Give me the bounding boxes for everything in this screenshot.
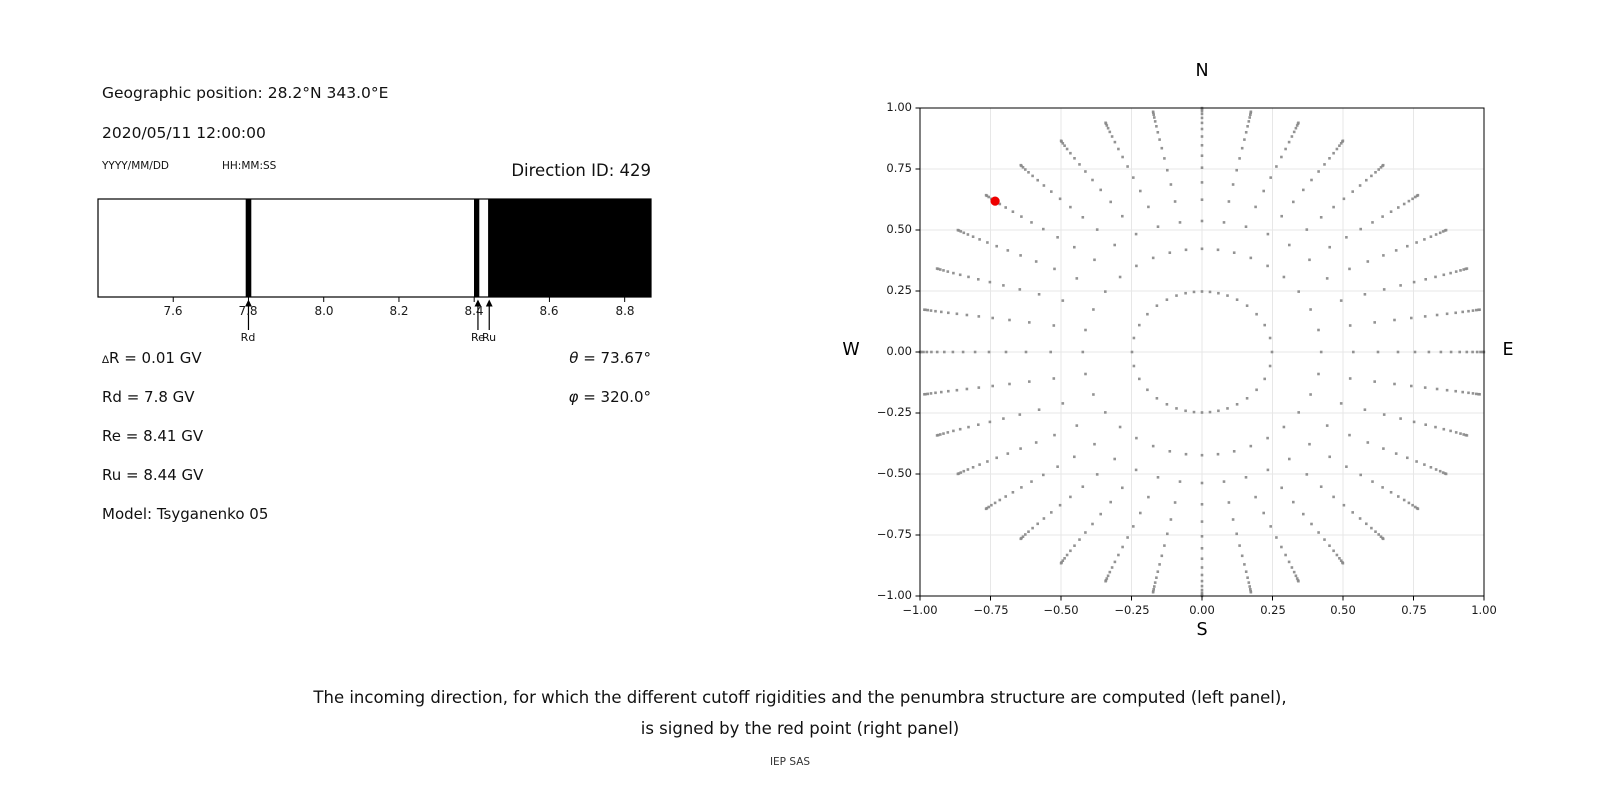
penumbra-x-tick-label: 8.4 xyxy=(464,304,484,318)
compass-west-label: W xyxy=(842,340,860,360)
cutoff-arrow-label-re: Re xyxy=(471,331,485,344)
cutoff-value-row: Rd = 7.8 GV xyxy=(102,388,195,406)
direction-x-tick-label: −1.00 xyxy=(902,603,938,617)
cutoff-arrow-label-ru: Ru xyxy=(481,331,497,344)
credit-label: IEP SAS xyxy=(769,756,811,768)
penumbra-x-tick-label: 7.8 xyxy=(238,304,258,318)
direction-y-tick-label: −0.25 xyxy=(876,405,912,419)
direction-x-tick-label: 0.00 xyxy=(1189,603,1215,617)
cutoff-value-row: Ru = 8.44 GV xyxy=(102,466,204,484)
direction-y-tick-label: 1.00 xyxy=(886,100,912,114)
datetime-label: 2020/05/11 12:00:00 xyxy=(102,124,266,142)
penumbra-frame xyxy=(97,198,652,298)
cutoff-arrow-label-rd: Rd xyxy=(240,331,256,344)
penumbra-x-tick-label: 8.6 xyxy=(539,304,559,318)
penumbra-x-tick-label: 8.2 xyxy=(389,304,409,318)
delta-symbol: ∆ xyxy=(102,354,110,366)
selected-direction-point xyxy=(990,196,1000,206)
direction-y-tick-label: 0.75 xyxy=(886,161,912,175)
direction-y-tick-label: −0.75 xyxy=(876,527,912,541)
direction-x-tick-label: −0.75 xyxy=(973,603,1009,617)
caption-line-1: The incoming direction, for which the di… xyxy=(313,688,1287,707)
direction-x-tick-label: 0.50 xyxy=(1330,603,1356,617)
direction-id-label: Direction ID: 429 xyxy=(511,161,651,180)
direction-y-tick-label: 0.00 xyxy=(886,344,912,358)
direction-plot xyxy=(915,106,1486,601)
direction-x-tick-label: −0.50 xyxy=(1043,603,1079,617)
direction-x-tick-label: 0.25 xyxy=(1260,603,1286,617)
compass-north-label: N xyxy=(1195,61,1209,81)
azimuth-angle-row: φ = 320.0° xyxy=(568,388,651,406)
compass-east-label: E xyxy=(1502,340,1514,360)
direction-grid xyxy=(919,107,1485,597)
direction-y-tick-label: 0.50 xyxy=(886,222,912,236)
direction-frame xyxy=(919,107,1485,597)
direction-y-tick-label: 0.25 xyxy=(886,283,912,297)
penumbra-x-tick-label: 8.0 xyxy=(314,304,334,318)
zenith-angle-row: θ = 73.67° xyxy=(569,349,651,367)
direction-x-tick-label: 0.75 xyxy=(1401,603,1427,617)
direction-y-tick-label: −0.50 xyxy=(876,466,912,480)
direction-x-tick-label: 1.00 xyxy=(1471,603,1497,617)
cutoff-value-row: Re = 8.41 GV xyxy=(102,427,204,445)
direction-dots xyxy=(918,106,1486,598)
cutoff-value-row: ∆R = 0.01 GV xyxy=(102,349,202,367)
forbidden-band xyxy=(488,199,651,297)
date-format-label: YYYY/MM/DD xyxy=(102,160,170,172)
geographic-position-label: Geographic position: 28.2°N 343.0°E xyxy=(102,84,389,102)
compass-south-label: S xyxy=(1196,620,1208,640)
penumbra-x-tick-label: 7.6 xyxy=(163,304,183,318)
direction-y-tick-label: −1.00 xyxy=(876,588,912,602)
caption-line-2: is signed by the red point (right panel) xyxy=(640,719,960,738)
direction-x-tick-label: −0.25 xyxy=(1114,603,1150,617)
penumbra-x-tick-label: 8.8 xyxy=(615,304,635,318)
cutoff-value-row: Model: Tsyganenko 05 xyxy=(102,505,269,523)
time-format-label: HH:MM:SS xyxy=(222,160,277,172)
forbidden-band xyxy=(474,199,480,297)
forbidden-band xyxy=(245,199,252,297)
